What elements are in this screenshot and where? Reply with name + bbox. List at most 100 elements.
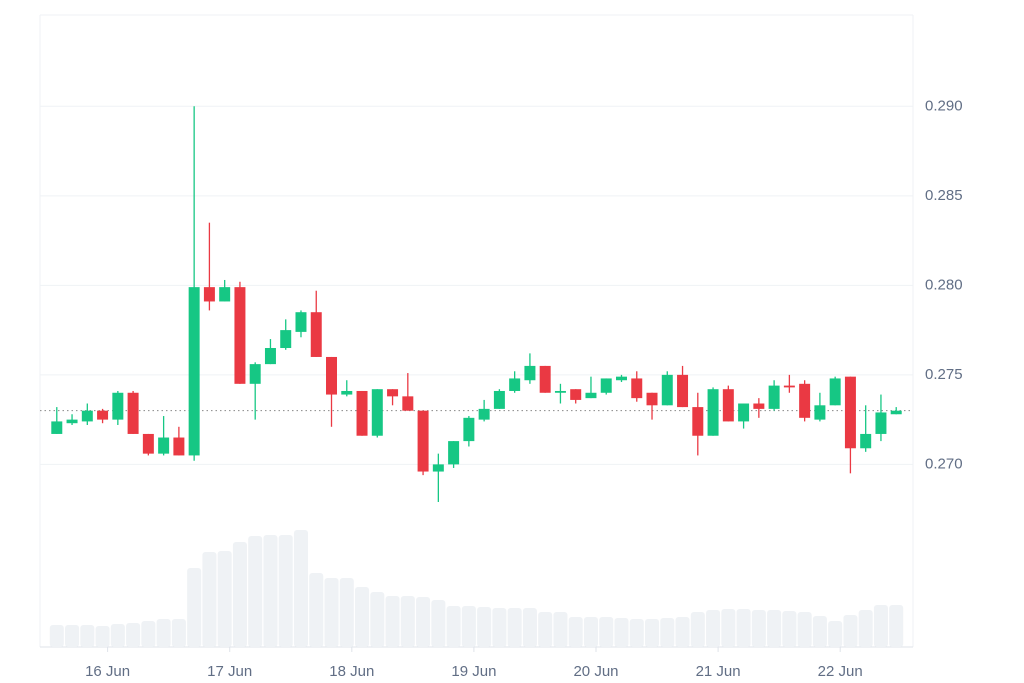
candle-body [66,419,78,424]
candle-body [463,417,475,442]
volume-bar [492,608,507,647]
candle-body [387,389,399,397]
candle-body [448,441,460,465]
volume-bar [706,610,721,647]
volume-bar [721,609,736,647]
volume-bar [110,624,125,647]
y-tick-label: 0.280 [925,276,963,293]
volume-bar [355,587,370,647]
candle-body [677,374,689,408]
candle-body [524,365,536,381]
volume-bar [599,617,614,647]
volume-bar [156,619,171,647]
volume-bar [370,592,385,647]
volume-bar [309,573,324,647]
volume-bar [263,535,278,647]
y-tick-label: 0.285 [925,187,963,204]
candle-body [799,383,811,418]
volume-bar [507,608,522,647]
candle-body [81,410,93,422]
y-tick-label: 0.275 [925,366,963,383]
candle-body [432,464,444,472]
candle-body [615,376,627,381]
candle-body [142,433,154,454]
candle-body [844,376,856,449]
x-tick-label: 20 Jun [573,663,618,680]
candle-body [539,365,551,393]
candle-body [249,364,261,384]
volume-bar [522,608,537,647]
volume-bar [293,530,309,647]
candle-body [402,396,414,411]
candle-body [829,378,841,406]
candle-body [341,390,353,395]
candle-body [585,392,597,399]
volume-bar [644,619,660,647]
volume-bar [385,596,400,647]
volume-bar [141,621,156,647]
candle-body [158,437,170,454]
candle-body [219,287,231,302]
candle-body [768,385,780,409]
volume-bar [324,578,339,647]
candle-body [661,374,673,406]
volume-bar [843,615,858,647]
candle-body [264,348,276,365]
candle-body [738,403,750,422]
volume-bar [767,610,782,647]
volume-bar [629,619,644,647]
volume-bar [49,625,64,647]
candle-body [203,287,215,302]
candle-body [860,433,872,449]
candle-body [814,405,826,420]
candle-body [478,408,490,420]
volume-bar [217,551,232,647]
candle-body [234,287,246,384]
volume-bar [782,611,797,647]
volume-bar [797,612,812,647]
candle-body [707,389,719,436]
candle-body [127,392,139,434]
candle-body [753,403,765,409]
candle-body [493,390,505,409]
volume-bar [171,619,186,647]
volume-bar [446,606,461,647]
candle-body [509,378,521,391]
volume-bar [126,623,141,647]
candle-body [631,378,643,399]
candle-body [280,330,292,349]
x-tick-label: 16 Jun [85,663,130,680]
volume-bar [65,625,80,647]
candle-body [600,378,612,393]
volume-bar [187,568,202,647]
x-tick-label: 17 Jun [207,663,252,680]
volume-bar [828,621,843,647]
candle-body [295,312,307,332]
x-tick-label: 18 Jun [329,663,374,680]
y-tick-label: 0.290 [925,97,963,114]
volume-bar [416,597,431,647]
candle-body [310,312,322,357]
volume-bar [812,616,827,647]
candle-body [417,410,429,472]
volume-bar [736,609,751,647]
x-tick-label: 22 Jun [818,663,863,680]
candle-body [570,389,582,400]
volume-bar [614,618,629,647]
candle-body [173,437,185,456]
volume-bar [80,625,95,647]
candle-body [722,389,734,422]
x-tick-label: 21 Jun [696,663,741,680]
candle-body [371,389,383,436]
candle-body [646,392,658,406]
candle-body [890,410,902,415]
candle-body [875,412,887,434]
volume-bar [660,618,675,647]
volume-bar [248,536,263,647]
x-tick-label: 19 Jun [451,663,496,680]
volume-bar [568,617,583,647]
candle-body [326,356,338,395]
volume-bar [690,612,705,647]
candle-body [783,385,795,388]
